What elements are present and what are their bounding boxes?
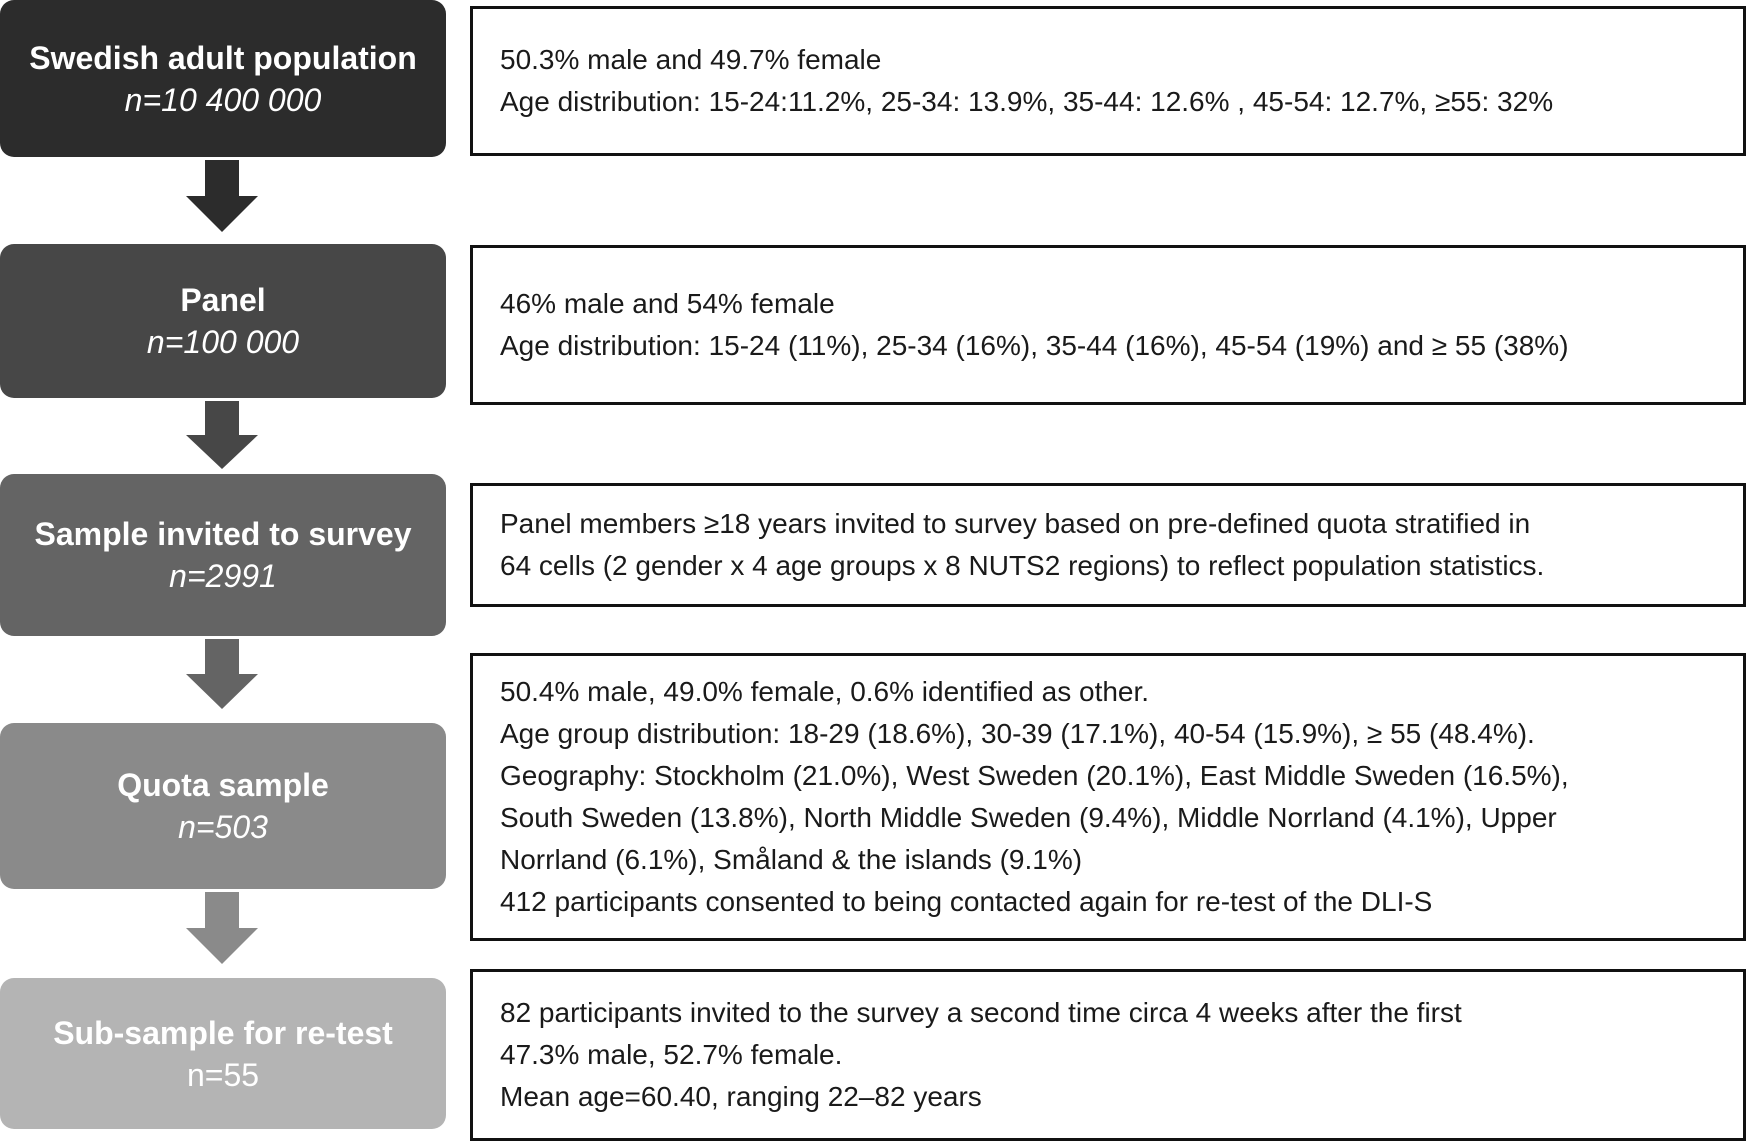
down-arrow-icon [186, 892, 258, 964]
info-line: 47.3% male, 52.7% female. [500, 1039, 843, 1070]
info-box-panel: 46% male and 54% female Age distribution… [470, 245, 1746, 405]
info-line: 64 cells (2 gender x 4 age groups x 8 NU… [500, 550, 1545, 581]
stage-box-quota-sample: Quota sample n=503 [0, 723, 446, 889]
info-line: 46% male and 54% female [500, 288, 835, 319]
stage-title: Sub-sample for re-test [53, 1014, 393, 1051]
info-line: Norrland (6.1%), Småland & the islands (… [500, 844, 1083, 875]
stage-title: Sample invited to survey [34, 516, 412, 552]
stage-title: Swedish adult population [29, 39, 417, 76]
info-line: Age distribution: 15-24:11.2%, 25-34: 13… [500, 86, 1554, 117]
stage-box-invited-sample: Sample invited to survey n=2991 [0, 474, 446, 636]
info-box-invited-sample: Panel members ≥18 years invited to surve… [470, 483, 1746, 607]
info-line: 50.3% male and 49.7% female [500, 44, 882, 75]
stage-n: n=2991 [169, 558, 277, 594]
stage-box-retest-subsample: Sub-sample for re-test n=55 [0, 978, 446, 1129]
info-box-retest-subsample: 82 participants invited to the survey a … [470, 969, 1746, 1141]
stage-n: n=503 [178, 809, 268, 845]
info-line: 412 participants consented to being cont… [500, 886, 1433, 917]
info-line: 50.4% male, 49.0% female, 0.6% identifie… [500, 676, 1150, 707]
down-arrow-icon [186, 639, 258, 709]
down-arrow-icon [186, 401, 258, 469]
stage-n: n=10 400 000 [124, 81, 322, 118]
info-line: 82 participants invited to the survey a … [500, 997, 1462, 1028]
stage-title: Panel [180, 282, 266, 318]
stage-n: n=100 000 [146, 324, 300, 360]
info-line: Age group distribution: 18-29 (18.6%), 3… [500, 718, 1535, 749]
info-box-population: 50.3% male and 49.7% female Age distribu… [470, 6, 1746, 156]
info-line: Panel members ≥18 years invited to surve… [500, 508, 1531, 539]
down-arrow-icon [186, 160, 258, 232]
info-line: Mean age=60.40, ranging 22–82 years [500, 1081, 982, 1112]
stage-box-population: Swedish adult population n=10 400 000 [0, 0, 446, 157]
info-box-quota-sample: 50.4% male, 49.0% female, 0.6% identifie… [470, 653, 1746, 941]
info-line: South Sweden (13.8%), North Middle Swede… [500, 802, 1557, 833]
stage-title: Quota sample [117, 767, 329, 803]
info-line: Age distribution: 15-24 (11%), 25-34 (16… [500, 330, 1569, 361]
stage-box-panel: Panel n=100 000 [0, 244, 446, 398]
stage-n: n=55 [186, 1056, 260, 1093]
info-line: Geography: Stockholm (21.0%), West Swede… [500, 760, 1569, 791]
